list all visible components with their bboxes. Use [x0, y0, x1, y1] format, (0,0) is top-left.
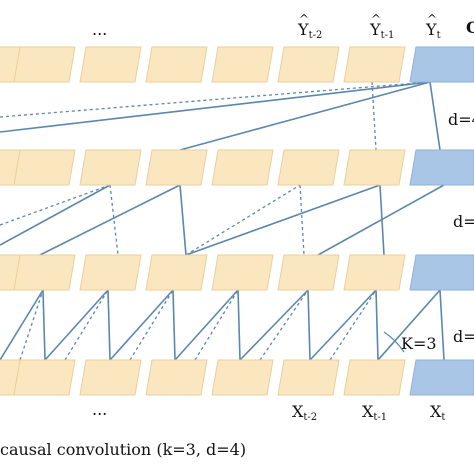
hidden-row-1-cell-6: [343, 254, 406, 291]
output-subscript-t-1: t-1: [380, 30, 395, 41]
input-subscript-t-1: t-1: [373, 412, 388, 423]
hidden-row-1-cell-1: [13, 254, 76, 291]
bottom-ellipsis: ...: [92, 400, 108, 419]
connection-line-l3-1: [179, 81, 431, 151]
dilation-label-2: d=: [453, 212, 474, 231]
connection-dash-l1-4: [259, 289, 309, 361]
connection-dash-l3-drop: [371, 81, 377, 151]
connection-dash-l2-0: [0, 184, 111, 226]
connection-dash-l2-drop1: [299, 184, 305, 256]
hidden-row-1-cell-5: [277, 254, 340, 291]
connection-drop-l1-last: [439, 289, 445, 361]
hidden-row-1-cell-3: [145, 254, 208, 291]
hidden-row-2-current-cell: [409, 149, 474, 186]
connection-dash-l1-0: [19, 289, 44, 361]
connection-line-l2-2: [185, 184, 381, 256]
connection-line-l1-0: [0, 289, 44, 361]
input-row-cell-2: [79, 359, 142, 396]
output-row-current-cell: [409, 46, 474, 83]
hidden-row-2-cell-3: [145, 149, 208, 186]
dilation-label-1: d=4: [448, 110, 474, 129]
connection-drop-l3: [429, 81, 441, 151]
dilation-label-3: d=: [453, 327, 474, 346]
connection-dash-l1-1: [64, 289, 109, 361]
input-label-t-1: Xt-1: [362, 404, 387, 423]
output-label-t: Yt: [426, 13, 441, 41]
kernel-size-label: K=3: [401, 334, 437, 353]
output-row-cell-6: [343, 46, 406, 83]
connection-drop-l1-1: [107, 289, 111, 361]
hidden-row-1-cell-4: [211, 254, 274, 291]
output-row-cell-2: [79, 46, 142, 83]
input-symbol-t-1: X: [362, 402, 374, 421]
input-row-current-cell: [409, 359, 474, 396]
input-row-cell-6: [343, 359, 406, 396]
input-row-cell-5: [277, 359, 340, 396]
output-label-t-2: Yt-2: [298, 13, 323, 41]
input-row-cell-4: [211, 359, 274, 396]
connection-dash-l1-2: [129, 289, 174, 361]
output-row-cell-1: [13, 46, 76, 83]
connection-line-l1-last: [377, 289, 441, 361]
output-subscript-t-2: t-2: [308, 30, 323, 41]
top-ellipsis: ...: [92, 20, 108, 39]
output-row-cell-4: [211, 46, 274, 83]
input-row-cell-3: [145, 359, 208, 396]
output-row-cell-3: [145, 46, 208, 83]
connection-drop-l1-2: [172, 289, 176, 361]
input-label-t-2: Xt-2: [292, 404, 317, 423]
connection-drop-l1-3: [237, 289, 241, 361]
output-clipped-label: O: [466, 18, 474, 37]
connection-line-l1-5: [309, 289, 377, 361]
connection-line-l1-3: [174, 289, 239, 361]
hidden-row-1-current-cell: [409, 254, 474, 291]
hidden-row-2-cell-1: [13, 149, 76, 186]
input-subscript-t-2: t-2: [303, 412, 318, 423]
kernel-arc: [383, 331, 405, 353]
connection-dash-l1-3: [194, 289, 239, 361]
connection-dash-l1-5: [329, 289, 377, 361]
connection-drop-l1-4: [307, 289, 311, 361]
input-label-t: Xt: [430, 404, 445, 423]
hidden-row-2-cell-4: [211, 149, 274, 186]
connection-line-l2-1: [39, 184, 181, 256]
connection-line-l3-0: [0, 81, 431, 133]
connection-drop-l2-1: [179, 184, 187, 256]
hidden-row-2-cell-5: [277, 149, 340, 186]
connection-line-l1-4: [239, 289, 309, 361]
connection-drop-l1-5: [375, 289, 379, 361]
input-symbol-t-2: X: [292, 402, 304, 421]
hidden-row-2-cell-2: [79, 149, 142, 186]
output-row-cell-5: [277, 46, 340, 83]
input-row-cell-1: [13, 359, 76, 396]
figure-caption: causal convolution (k=3, d=4): [0, 440, 247, 459]
input-symbol-t: X: [430, 402, 442, 421]
input-subscript-t: t: [441, 412, 446, 423]
output-symbol-t-1: Y: [370, 13, 381, 38]
connection-dash-l2-1: [185, 184, 301, 256]
connection-drop-l1-0: [42, 289, 46, 361]
output-symbol-t: Y: [426, 13, 437, 38]
connection-line-l1-2: [109, 289, 174, 361]
connection-line-l2-3: [317, 184, 445, 256]
output-label-t-1: Yt-1: [370, 13, 395, 41]
connection-line-l1-1: [44, 289, 109, 361]
hidden-row-2-cell-6: [343, 149, 406, 186]
hidden-row-1-cell-2: [79, 254, 142, 291]
output-subscript-t: t: [436, 30, 441, 41]
output-symbol-t-2: Y: [298, 13, 309, 38]
connection-line-l2-0: [0, 184, 111, 246]
